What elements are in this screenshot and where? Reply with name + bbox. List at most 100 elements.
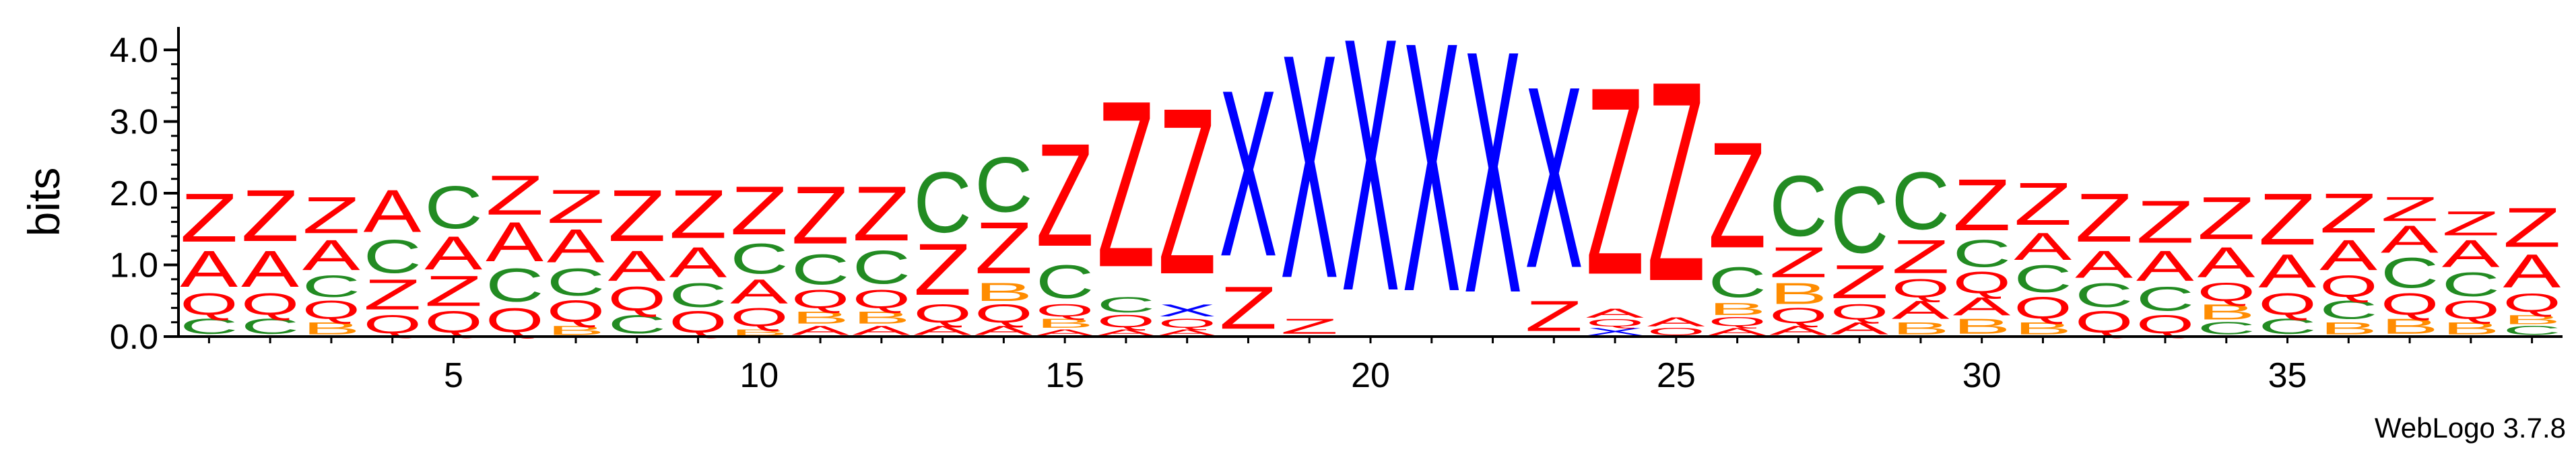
logo-letter-z: Z <box>241 174 299 256</box>
logo-letter-z: Z <box>2503 196 2561 259</box>
logo-letter-a: A <box>791 323 850 338</box>
logo-letter-x: X <box>1586 326 1644 337</box>
x-tick-label: 25 <box>1657 356 1696 395</box>
logo-letter-a: A <box>1709 326 1766 337</box>
logo-letter-b: B <box>302 318 360 338</box>
logo-letter-q: Q <box>302 296 360 324</box>
x-tick-label: 35 <box>2268 356 2307 395</box>
logo-letter-a: A <box>853 323 911 338</box>
logo-letter-q: Q <box>791 285 849 314</box>
logo-letter-a: A <box>2381 218 2439 261</box>
logo-letter-c: C <box>2503 323 2561 337</box>
logo-letter-q: Q <box>2503 288 2561 317</box>
logo-letter-c: C <box>2442 265 2500 304</box>
logo-letter-z: Z <box>1280 314 1338 339</box>
logo-letter-c: C <box>2014 257 2072 301</box>
logo-letter-z: Z <box>424 267 482 315</box>
logo-letter-q: Q <box>2442 296 2500 324</box>
logo-letter-b: B <box>730 328 788 337</box>
x-tick-label: 15 <box>1045 356 1084 395</box>
logo-letter-q: Q <box>2075 305 2133 339</box>
y-tick-label: 3.0 <box>110 103 158 142</box>
x-tick-label: 5 <box>444 356 463 395</box>
logo-letter-z: Z <box>1219 275 1277 342</box>
logo-letter-b: B <box>853 308 911 328</box>
logo-letter-c: C <box>2381 249 2439 298</box>
logo-letter-z: Z <box>914 228 972 310</box>
logo-letter-c: C <box>975 141 1032 228</box>
logo-letter-c: C <box>2136 280 2194 318</box>
logo-letter-c: C <box>424 174 482 241</box>
logo-letter-q: Q <box>2381 287 2439 322</box>
logo-letter-c: C <box>2258 314 2316 339</box>
logo-letter-a: A <box>1892 296 1950 324</box>
logo-letter-q: Q <box>975 299 1032 328</box>
logo-letter-q: Q <box>2258 287 2316 322</box>
logo-letter-b: B <box>1709 300 1766 319</box>
logo-letter-b: B <box>547 323 605 338</box>
logo-letter-q: Q <box>486 301 543 339</box>
logo-letter-c: C <box>669 276 727 314</box>
logo-letter-a: A <box>2075 243 2133 286</box>
logo-letter-z: Z <box>1830 255 1888 308</box>
logo-letter-z: Z <box>608 174 666 256</box>
logo-letter-c: C <box>1953 232 2011 275</box>
logo-letter-b: B <box>2503 312 2561 327</box>
logo-letter-z: Z <box>2075 179 2133 256</box>
logo-letter-b: B <box>1036 316 1094 331</box>
logo-letter-a: A <box>2258 245 2317 298</box>
logo-letter-b: B <box>1892 318 1950 338</box>
logo-letter-q: Q <box>2319 269 2377 304</box>
logo-letter-c: C <box>791 246 849 294</box>
logo-letter-b: B <box>2319 318 2377 338</box>
logo-letter-x: X <box>1342 0 1399 366</box>
logo-letter-c: C <box>1830 167 1888 273</box>
logo-letter-q: Q <box>914 299 972 328</box>
logo-letter-z: Z <box>853 170 911 257</box>
logo-letter-x: X <box>1280 0 1338 345</box>
logo-letter-q: Q <box>364 310 422 339</box>
logo-letter-q: Q <box>1586 317 1644 329</box>
logo-letter-c: C <box>2075 276 2133 314</box>
logo-letter-a: A <box>608 242 666 290</box>
logo-letter-c: C <box>364 230 422 283</box>
logo-letter-z: Z <box>2319 182 2377 245</box>
logo-letter-c: C <box>2198 319 2255 339</box>
logo-letter-c: C <box>241 314 299 339</box>
logo-letter-b: B <box>1769 277 1827 311</box>
logo-letter-b: B <box>975 278 1032 307</box>
logo-letter-c: C <box>180 314 238 339</box>
logo-letter-q: Q <box>1097 312 1155 331</box>
logo-letter-q: Q <box>2198 277 2255 306</box>
logo-letter-c: C <box>547 261 605 304</box>
logo-letter-z: Z <box>1647 22 1705 341</box>
logo-letter-a: A <box>1158 328 1216 337</box>
logo-letter-z: Z <box>180 179 238 256</box>
logo-letter-q: Q <box>547 294 605 329</box>
logo-letter-a: A <box>1097 328 1155 337</box>
logo-letter-b: B <box>2442 318 2500 338</box>
logo-letter-a: A <box>2503 245 2562 298</box>
logo-letter-z: Z <box>791 170 849 261</box>
logo-letter-a: A <box>2198 238 2255 287</box>
logo-letter-b: B <box>791 308 849 328</box>
logo-letter-c: C <box>730 235 788 283</box>
logo-letter-c: C <box>853 240 911 293</box>
logo-letter-a: A <box>302 231 360 279</box>
logo-letter-z: Z <box>547 180 605 233</box>
logo-letter-a: A <box>975 323 1033 338</box>
logo-letter-z: Z <box>1097 51 1155 317</box>
logo-letter-z: Z <box>2442 204 2500 243</box>
logo-letter-c: C <box>1769 158 1827 254</box>
logo-letter-z: Z <box>486 164 543 227</box>
logo-letter-a: A <box>180 240 238 298</box>
logo-letter-a: A <box>1830 318 1888 338</box>
logo-letter-a: A <box>424 227 483 280</box>
logo-letter-z: Z <box>730 172 788 250</box>
logo-letter-q: Q <box>730 302 788 331</box>
y-tick-label: 1.0 <box>110 246 158 285</box>
x-ticks: 5 10 15 20 25 30 35 <box>207 337 2534 395</box>
logo-letter-x: X <box>1219 41 1277 306</box>
logo-letter-c: C <box>1097 293 1155 317</box>
logo-letter-q: Q <box>1769 304 1827 328</box>
